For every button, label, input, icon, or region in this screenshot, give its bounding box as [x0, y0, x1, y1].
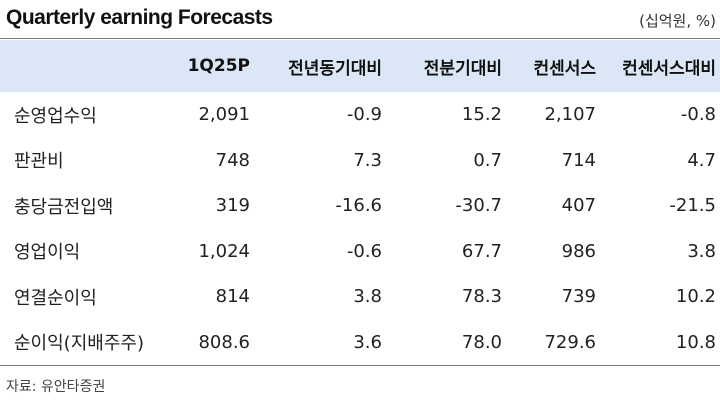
source-note: 자료: 유안타증권: [6, 379, 106, 395]
header-cell-consensus: 컨센서스: [533, 58, 596, 79]
cell: -0.8: [680, 104, 716, 126]
table-row: 영업이익 1,024 -0.6 67.7 986 3.8: [0, 229, 720, 275]
row-label: 충당금전입액: [14, 196, 114, 218]
cell: 3.8: [353, 286, 382, 308]
cell: 3.8: [687, 240, 716, 262]
cell: 0.7: [473, 149, 502, 171]
cell: -0.9: [346, 104, 382, 126]
cell: 67.7: [461, 240, 502, 262]
cell: 407: [561, 195, 596, 217]
table-row: 연결순이익 814 3.8 78.3 739 10.2: [0, 274, 720, 320]
cell: 10.8: [675, 331, 716, 353]
table-title: Quarterly earning Forecasts: [6, 6, 273, 29]
row-label: 연결순이익: [14, 287, 97, 309]
cell: 78.3: [461, 286, 502, 308]
row-label: 순영업수익: [14, 105, 97, 127]
cell: 10.2: [675, 286, 716, 308]
cell: 15.2: [461, 104, 502, 126]
cell: 78.0: [461, 331, 502, 353]
table-header-row: 1Q25P 전년동기대비 전분기대비 컨센서스 컨센서스대비: [0, 40, 720, 92]
header-cell-vs-consensus: 컨센서스대비: [622, 58, 716, 79]
cell: 2,091: [198, 104, 250, 126]
cell: 808.6: [198, 331, 250, 353]
cell: -0.6: [346, 240, 382, 262]
cell: 1,024: [198, 240, 250, 262]
table-row: 순영업수익 2,091 -0.9 15.2 2,107 -0.8: [0, 92, 720, 138]
unit-label: (십억원, %): [639, 12, 716, 30]
cell: 986: [561, 240, 596, 262]
table-row: 판관비 748 7.3 0.7 714 4.7: [0, 138, 720, 184]
cell: -30.7: [455, 195, 502, 217]
cell: 814: [215, 286, 250, 308]
row-label: 판관비: [14, 151, 64, 173]
cell: 748: [215, 149, 250, 171]
cell: -21.5: [669, 195, 716, 217]
row-label: 순이익(지배주주): [14, 333, 144, 354]
cell: 4.7: [687, 149, 716, 171]
title-bar: Quarterly earning Forecasts (십억원, %): [0, 0, 720, 39]
header-cell-qoq: 전분기대비: [423, 58, 502, 79]
cell: 729.6: [544, 331, 596, 353]
cell: 7.3: [353, 149, 382, 171]
cell: 3.6: [353, 331, 382, 353]
cell: 2,107: [544, 104, 596, 126]
table-row: 충당금전입액 319 -16.6 -30.7 407 -21.5: [0, 183, 720, 229]
header-cell-yoy: 전년동기대비: [288, 58, 382, 79]
table-row: 순이익(지배주주) 808.6 3.6 78.0 729.6 10.8: [0, 320, 720, 365]
row-label: 영업이익: [14, 242, 81, 264]
header-cell-1q25p: 1Q25P: [187, 56, 250, 76]
forecast-table: 1Q25P 전년동기대비 전분기대비 컨센서스 컨센서스대비 순영업수익 2,0…: [0, 40, 720, 366]
cell: 714: [561, 149, 596, 171]
cell: -16.6: [335, 195, 382, 217]
cell: 739: [561, 286, 596, 308]
header-cell-blank: [0, 40, 158, 92]
cell: 319: [215, 195, 250, 217]
